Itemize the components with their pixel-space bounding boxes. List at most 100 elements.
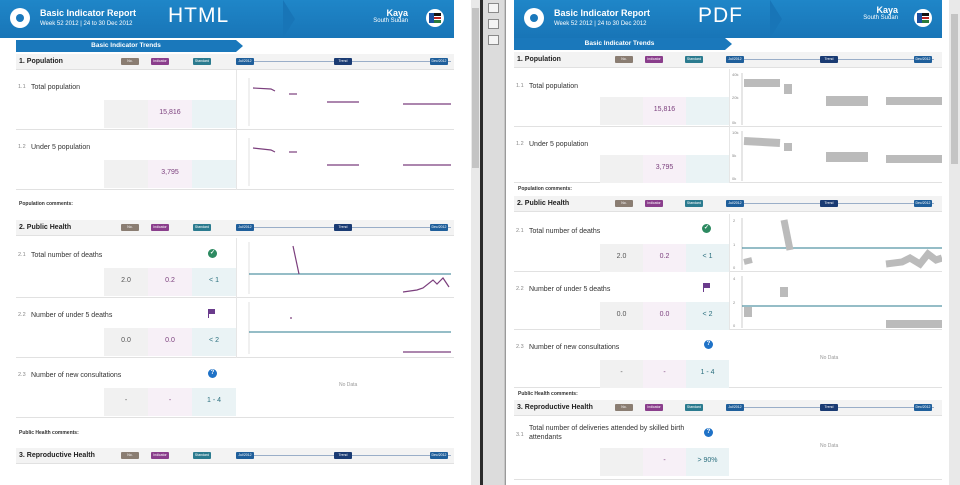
help-icon[interactable]: ? (704, 340, 713, 349)
pill-standard: Standard (685, 200, 703, 207)
section-population: 1. Population No. Indicator Standard Jul… (514, 52, 942, 68)
format-label: HTML (168, 4, 230, 27)
pill-indicator: Indicator (151, 224, 169, 231)
trend-chart (236, 238, 451, 298)
pill-no: No. (121, 452, 139, 459)
cell-no (600, 97, 643, 125)
no-data-label: No Data (820, 443, 839, 449)
row-label: Number of under 5 deaths (31, 312, 113, 319)
pdf-pane-scrollbar[interactable] (949, 0, 960, 485)
cell-indicator: 0.0 (643, 302, 686, 330)
cell-no: 0.0 (600, 302, 643, 330)
pill-end: Dec/2012 (914, 200, 932, 207)
cell-standard (192, 100, 236, 128)
location-name: Kaya (876, 5, 898, 15)
population-comments-label: Population comments: (19, 201, 73, 207)
row-num: 2.3 (516, 344, 524, 350)
scrollbar-thumb[interactable] (951, 14, 958, 164)
scrollbar-thumb[interactable] (472, 8, 479, 168)
pill-start: Jul/2012 (726, 200, 744, 207)
cell-standard: < 1 (686, 244, 729, 272)
pill-trend: Trend (820, 200, 838, 207)
row-total-deaths: 2.1 Total number of deaths ✓ 2.0 0.2 < 1 (16, 238, 454, 298)
row-skilled-birth-attendance: 3.1 Total number of deliveries attended … (514, 418, 942, 480)
bookmarks-icon[interactable] (488, 19, 499, 29)
pill-indicator: Indicator (151, 58, 169, 65)
tick-label: 0k (732, 176, 736, 181)
pill-no: No. (615, 404, 633, 411)
pill-trend: Trend (334, 224, 352, 231)
pdf-report-sheet: Basic Indicator Report Week 52 2012 | 24… (505, 0, 949, 485)
cell-no (600, 155, 643, 183)
attachment-icon[interactable] (488, 35, 499, 45)
row-num: 1.2 (516, 141, 524, 147)
row-total-population: 1.1 Total population 15,816 40k 20k 0k (514, 69, 942, 127)
report-header: Basic Indicator Report Week 52 2012 | 24… (0, 0, 454, 38)
row-label: Number of under 5 deaths (529, 286, 611, 293)
report-title: Basic Indicator Report (554, 8, 651, 18)
cell-no: - (600, 360, 643, 388)
pdf-preview-pane: Basic Indicator Report Week 52 2012 | 24… (483, 0, 960, 485)
row-num: 2.1 (18, 252, 26, 258)
pill-indicator: Indicator (645, 404, 663, 411)
pill-end: Dec/2012 (430, 224, 448, 231)
help-icon[interactable]: ? (704, 428, 713, 437)
row-num: 1.1 (18, 84, 26, 90)
cell-indicator: 0.0 (148, 328, 192, 356)
row-num: 2.3 (18, 372, 26, 378)
location-name: Kaya (386, 8, 408, 18)
pill-end: Dec/2012 (914, 56, 932, 63)
tick-label: 4 (733, 276, 736, 281)
tick-label: 5k (732, 153, 736, 158)
row-new-consultations: 2.3 Number of new consultations ? - - 1 … (16, 358, 454, 418)
cell-standard: < 1 (192, 268, 236, 296)
tick-label: 0k (732, 120, 736, 125)
flag-icon (426, 9, 444, 27)
cell-no (104, 100, 148, 128)
html-pane-scrollbar[interactable] (471, 0, 480, 485)
row-num: 2.2 (516, 286, 524, 292)
row-num: 1.2 (18, 144, 26, 150)
row-label: Total population (31, 84, 81, 91)
row-total-deaths: 2.1 Total number of deaths ✓ 2.0 0.2 < 1… (514, 214, 942, 272)
section-num: 1. (517, 56, 523, 63)
pill-indicator: Indicator (151, 452, 169, 459)
trend-chart: 10k 5k 0k (729, 127, 942, 183)
trend-chart: 40k 20k 0k (729, 69, 942, 127)
section-num: 3. (19, 452, 25, 459)
pill-standard: Standard (193, 452, 211, 459)
pill-no: No. (615, 200, 633, 207)
report-subtitle: Week 52 2012 | 24 to 30 Dec 2012 (40, 21, 133, 27)
pages-icon[interactable] (488, 3, 499, 13)
report-title: Basic Indicator Report (40, 8, 137, 18)
pill-standard: Standard (685, 56, 703, 63)
section-title: 3. Reproductive Health (517, 404, 593, 411)
pill-trend: Trend (334, 452, 352, 459)
pill-end: Dec/2012 (430, 58, 448, 65)
row-new-consultations: 2.3 Number of new consultations ? - - 1 … (514, 330, 942, 388)
trend-chart: 2 1 0 (729, 214, 942, 272)
check-icon: ✓ (702, 224, 711, 233)
row-num: 1.1 (516, 83, 524, 89)
help-icon[interactable]: ? (208, 369, 217, 378)
logo-icon (10, 8, 30, 28)
pill-standard: Standard (193, 224, 211, 231)
section-name: Population (26, 58, 63, 65)
report-subtitle: Week 52 2012 | 24 to 30 Dec 2012 (554, 21, 647, 27)
cell-standard: > 90% (686, 448, 729, 476)
section-title: 2. Public Health (19, 224, 71, 231)
cell-indicator: 3,795 (643, 155, 686, 183)
pill-indicator: Indicator (645, 56, 663, 63)
row-label: Under 5 population (529, 141, 589, 148)
trend-chart: 4 2 0 (729, 272, 942, 330)
cell-indicator: - (148, 388, 192, 416)
section-num: 3. (517, 404, 523, 411)
row-num: 2.2 (18, 312, 26, 318)
header-chevron (283, 0, 295, 38)
tick-label: 2 (733, 300, 736, 305)
row-num: 3.1 (516, 432, 524, 438)
header-chevron (770, 0, 782, 38)
section-title: 1. Population (19, 58, 63, 65)
country-name: South Sudan (373, 18, 408, 24)
cell-indicator: - (643, 360, 686, 388)
